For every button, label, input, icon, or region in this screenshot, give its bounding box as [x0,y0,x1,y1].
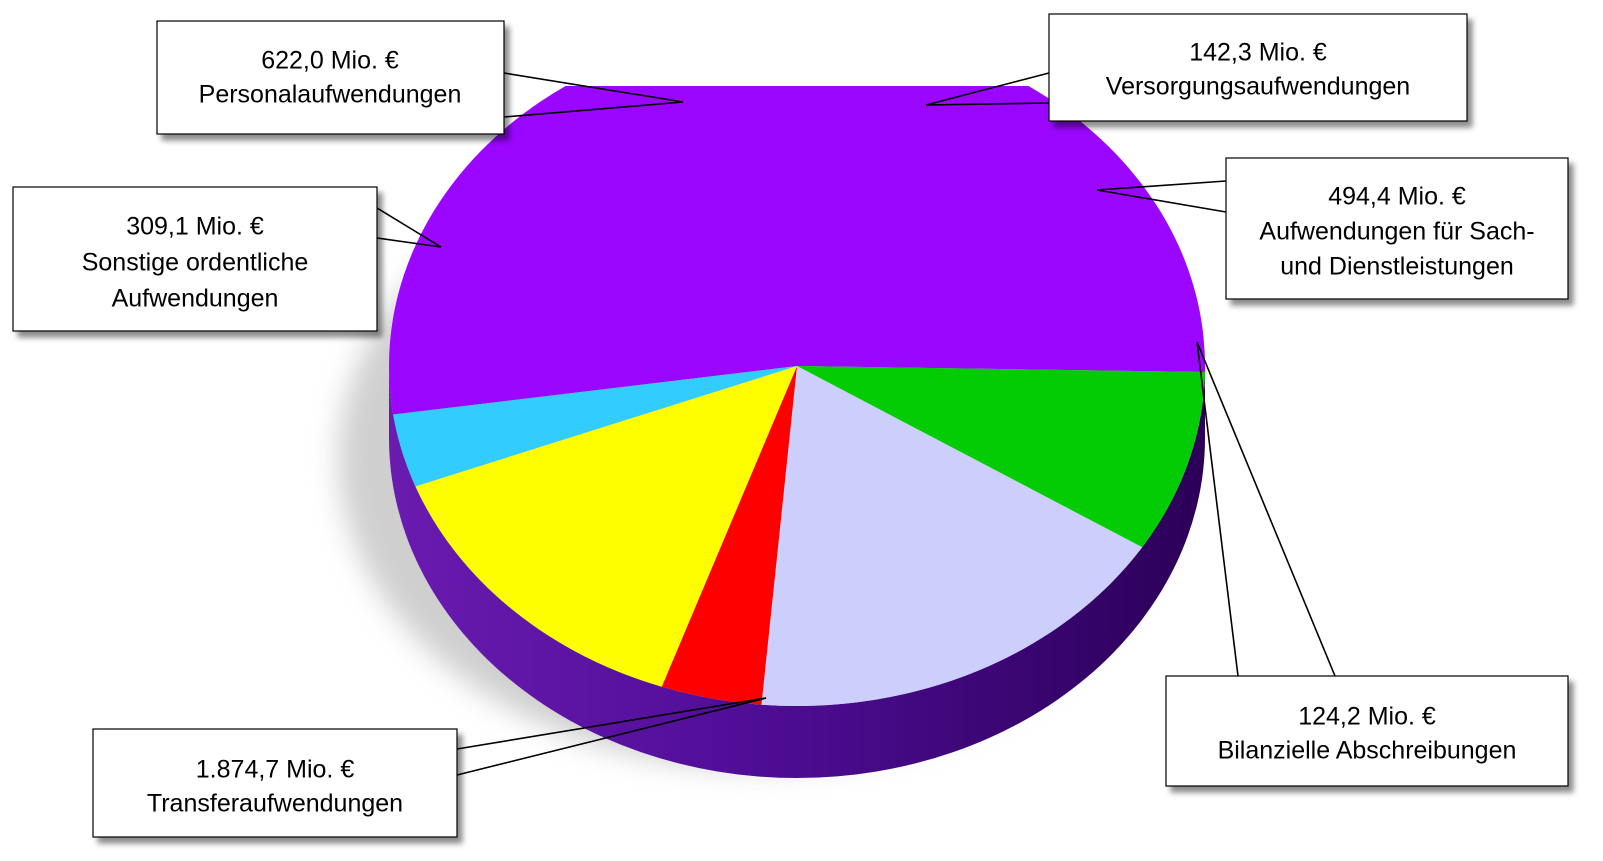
pie-slice-aufwendungen-f-r-sach-und-dienstleistungen [415,366,797,687]
data-label-value: 142,3 Mio. € [1189,39,1327,67]
data-label-category: und Dienstleistungen [1280,253,1514,281]
label-box-frame [1225,157,1569,300]
data-label-category: Aufwendungen [112,285,279,313]
data-label-value: 622,0 Mio. € [261,47,399,75]
label-box-frame [92,728,458,838]
leader-line-3-0 [1096,180,1227,191]
data-label-value: 1.874,7 Mio. € [196,756,355,784]
data-label-box-3: 494,4 Mio. € Aufwendungen für Sach-und Di… [1225,157,1569,300]
data-label-box-2: 309,1 Mio. € Sonstige ordentliche Aufwendu… [12,186,378,332]
label-box-frame [12,186,378,332]
leader-line-2-1 [376,237,442,248]
leader-line-5-1 [456,697,767,776]
data-label-value: 309,1 Mio. € [126,213,264,241]
label-box-frame [1048,13,1468,122]
data-label-category: Transferaufwendungen [147,790,403,818]
leader-line-1-0 [925,72,1050,106]
data-label-box-5: 1.874,7 Mio. € Transferaufwendungen [92,728,458,838]
leader-line-3-1 [1096,189,1227,213]
pie-depth-side [389,366,1205,778]
leader-line-0-0 [503,72,684,103]
leader-line-5-0 [456,697,767,750]
pie-slice-versorgungsaufwendungen [661,366,797,705]
data-label-category: Sonstige ordentliche [82,249,309,277]
data-label-category: Personalaufwendungen [199,81,462,109]
data-label-value: 494,4 Mio. € [1328,183,1466,211]
data-label-category: Aufwendungen für Sach- [1259,218,1534,246]
leader-line-4-1 [1196,341,1239,677]
leader-line-0-1 [503,101,684,118]
data-label-box-1: 142,3 Mio. € Versorgungsaufwendungen [1048,13,1468,122]
pie-slice-personalaufwendungen [761,366,1143,706]
leader-line-1-1 [925,102,1050,106]
label-box-frame [1165,675,1569,787]
data-label-category: Bilanzielle Abschreibungen [1218,737,1517,765]
data-label-box-4: 124,2 Mio. € Bilanzielle Abschreibungen [1165,675,1569,787]
data-label-value: 124,2 Mio. € [1298,703,1436,731]
pie-slice-bilanzielle-abschreibungen [393,366,797,487]
pie-slice-sonstige-ordentliche-aufwendungen [797,366,1205,548]
data-label-category: Versorgungsaufwendungen [1106,73,1410,101]
leader-line-4-0 [1196,341,1336,677]
pie-slice-transferaufwendungen [389,86,1205,415]
data-label-box-0: 622,0 Mio. € Personalaufwendungen [156,20,505,135]
label-box-frame [156,20,505,135]
leader-line-2-0 [376,207,442,248]
